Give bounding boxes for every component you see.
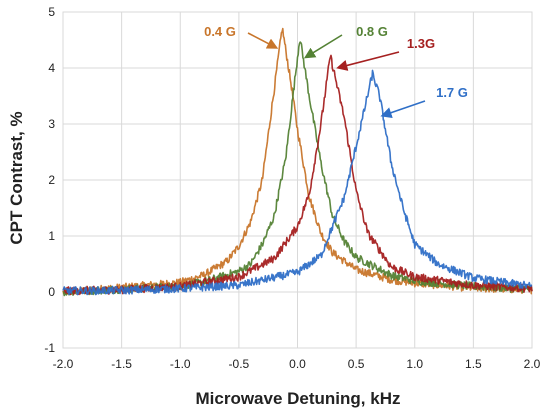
y-tick-label: 5 xyxy=(48,5,55,19)
annotation-arrow-1 xyxy=(303,34,343,59)
series-line-0 xyxy=(62,27,533,296)
annotation-arrow-3 xyxy=(380,100,426,118)
x-tick-label: -1.5 xyxy=(111,357,132,371)
y-axis-title: CPT Contrast, % xyxy=(7,111,26,244)
annotation-label-2: 1.3G xyxy=(407,36,435,51)
plot-frame xyxy=(62,11,533,349)
x-tick-label: -0.5 xyxy=(229,357,250,371)
annotation-label-1: 0.8 G xyxy=(356,24,388,39)
x-tick-label: 1.5 xyxy=(465,357,482,371)
y-tick-label: 1 xyxy=(48,229,55,243)
tick-layer: -2.0 -1.5 -1.0 -0.5 0.0 0.5 1.0 1.5 2.0 -1 0 1 2 3 4 5 xyxy=(44,5,540,371)
series-line-3 xyxy=(62,69,533,296)
y-tick-label: 3 xyxy=(48,117,55,131)
annotation-label-0: 0.4 G xyxy=(204,24,236,39)
x-tick-label: 0.0 xyxy=(289,357,306,371)
annotation-arrow-0 xyxy=(247,32,279,49)
x-tick-label: 0.5 xyxy=(348,357,365,371)
x-tick-label: 1.0 xyxy=(406,357,423,371)
annotation-layer: 0.4 G 0.8 G 1.3G 1.7 G xyxy=(204,24,468,118)
annotation-arrow-2 xyxy=(336,51,400,71)
y-tick-label: 4 xyxy=(48,61,55,75)
y-tick-label: 2 xyxy=(48,173,55,187)
x-tick-label: -2.0 xyxy=(53,357,74,371)
series-layer xyxy=(62,27,533,297)
x-tick-label: 2.0 xyxy=(524,357,541,371)
x-tick-label: -1.0 xyxy=(170,357,191,371)
y-tick-label: 0 xyxy=(48,285,55,299)
x-axis-title: Microwave Detuning, kHz xyxy=(196,389,401,408)
y-tick-label: -1 xyxy=(44,341,55,355)
annotation-label-3: 1.7 G xyxy=(436,85,468,100)
